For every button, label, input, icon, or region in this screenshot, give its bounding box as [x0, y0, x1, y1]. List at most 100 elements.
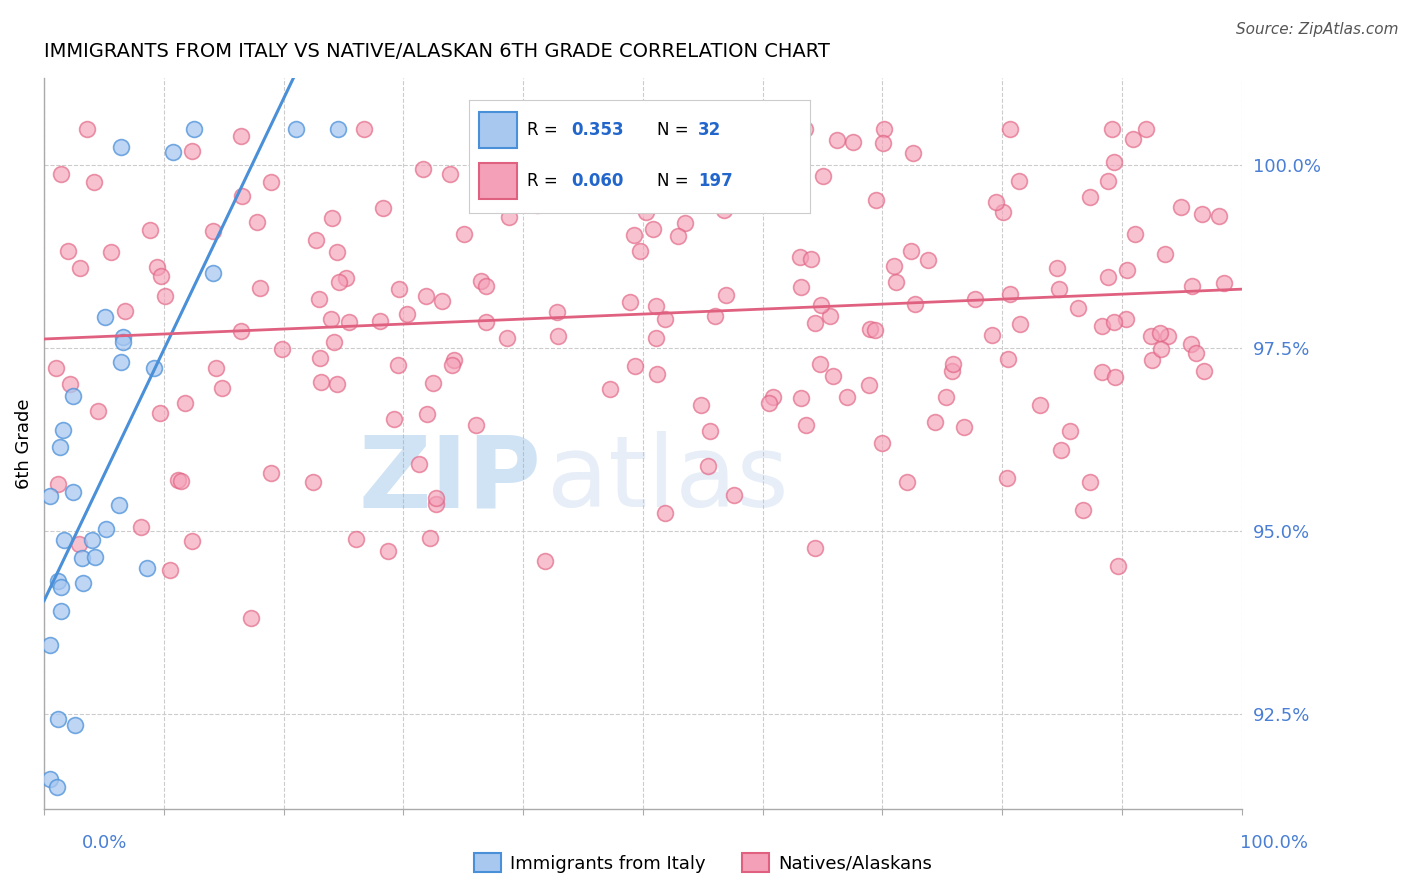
Point: [1139, 329, 1161, 343]
Point: [416, 407, 439, 421]
Point: [634, 121, 657, 136]
Legend: Immigrants from Italy, Natives/Alaskans: Immigrants from Italy, Natives/Alaskans: [467, 847, 939, 880]
Point: [689, 399, 711, 413]
Point: [408, 457, 430, 471]
Point: [321, 211, 343, 226]
Point: [52, 424, 75, 438]
Point: [87, 403, 110, 417]
Point: [903, 146, 925, 161]
Point: [697, 458, 720, 473]
Point: [143, 360, 166, 375]
Point: [285, 121, 308, 136]
Point: [859, 322, 882, 336]
Point: [1149, 342, 1171, 356]
Point: [108, 499, 131, 513]
Point: [475, 315, 498, 329]
Point: [72, 550, 94, 565]
Point: [150, 269, 173, 284]
Point: [818, 309, 841, 323]
Point: [865, 193, 887, 207]
Point: [305, 233, 328, 247]
Point: [1180, 337, 1202, 351]
Point: [704, 309, 727, 323]
Point: [1154, 246, 1177, 260]
Point: [321, 312, 343, 326]
Point: [246, 214, 269, 228]
Point: [49, 604, 72, 618]
Point: [425, 491, 447, 505]
Point: [1208, 210, 1230, 224]
Point: [326, 121, 349, 136]
Point: [139, 222, 162, 236]
Point: [872, 436, 894, 450]
Point: [858, 378, 880, 392]
Point: [1115, 312, 1137, 326]
Point: [202, 224, 225, 238]
Point: [790, 280, 813, 294]
Point: [146, 260, 169, 274]
Point: [810, 298, 832, 312]
Point: [395, 307, 418, 321]
Point: [205, 360, 228, 375]
Point: [1097, 174, 1119, 188]
Point: [900, 244, 922, 259]
Point: [1102, 315, 1125, 329]
Point: [62, 389, 84, 403]
Point: [546, 121, 568, 136]
Point: [415, 289, 437, 303]
Point: [388, 282, 411, 296]
Point: [1142, 352, 1164, 367]
Point: [344, 532, 367, 546]
Point: [53, 533, 76, 547]
Point: [1122, 132, 1144, 146]
Point: [1000, 121, 1022, 136]
Point: [46, 477, 69, 491]
Point: [111, 334, 134, 349]
Point: [1107, 558, 1129, 573]
Point: [260, 175, 283, 189]
Point: [63, 718, 86, 732]
Point: [963, 292, 986, 306]
Point: [167, 473, 190, 487]
Point: [619, 295, 641, 310]
Point: [478, 148, 501, 162]
Point: [470, 274, 492, 288]
Point: [872, 136, 894, 151]
Point: [658, 136, 681, 151]
Point: [917, 253, 939, 268]
Point: [884, 275, 907, 289]
Point: [673, 216, 696, 230]
Point: [498, 210, 520, 224]
Point: [58, 244, 80, 258]
Point: [808, 358, 831, 372]
Point: [114, 304, 136, 318]
Point: [634, 205, 657, 219]
Point: [475, 278, 498, 293]
Point: [80, 533, 103, 547]
Point: [924, 415, 946, 429]
Point: [628, 244, 651, 258]
Point: [740, 182, 762, 196]
Point: [1008, 318, 1031, 332]
Point: [49, 440, 72, 454]
Point: [842, 135, 865, 149]
Point: [84, 550, 107, 565]
Point: [100, 244, 122, 259]
Y-axis label: 6th Grade: 6th Grade: [15, 398, 32, 489]
Point: [211, 381, 233, 395]
Point: [1091, 318, 1114, 333]
Point: [811, 169, 834, 183]
Point: [1191, 207, 1213, 221]
Point: [49, 167, 72, 181]
Point: [998, 286, 1021, 301]
Point: [112, 330, 135, 344]
Point: [825, 133, 848, 147]
Point: [762, 390, 785, 404]
Point: [260, 466, 283, 480]
Point: [1029, 398, 1052, 412]
Point: [1181, 278, 1204, 293]
Point: [229, 324, 252, 338]
Point: [1185, 346, 1208, 360]
Point: [1046, 261, 1069, 276]
Point: [872, 121, 894, 136]
